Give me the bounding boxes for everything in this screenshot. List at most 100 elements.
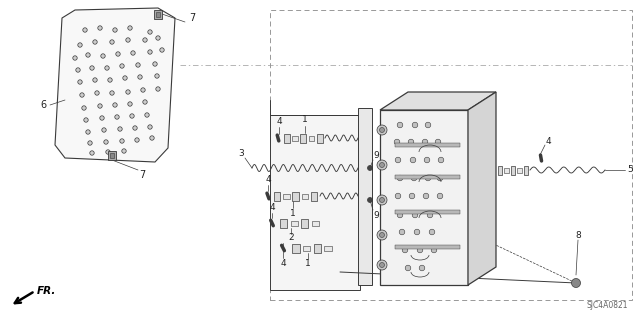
Circle shape	[76, 68, 80, 72]
Circle shape	[367, 197, 372, 203]
Bar	[524, 166, 528, 174]
Bar	[314, 243, 321, 253]
Circle shape	[78, 80, 82, 84]
Bar	[291, 220, 298, 226]
Circle shape	[115, 115, 119, 119]
Circle shape	[82, 106, 86, 110]
Text: 4: 4	[276, 117, 282, 127]
Circle shape	[438, 157, 444, 163]
Bar	[380, 110, 468, 285]
Circle shape	[84, 118, 88, 122]
Circle shape	[120, 64, 124, 68]
Circle shape	[133, 126, 137, 130]
Circle shape	[120, 139, 124, 143]
Circle shape	[130, 114, 134, 118]
Circle shape	[80, 93, 84, 97]
Bar	[284, 133, 290, 143]
Text: 7: 7	[139, 170, 145, 180]
Circle shape	[83, 28, 87, 32]
Circle shape	[431, 247, 437, 253]
Polygon shape	[55, 8, 175, 162]
Circle shape	[128, 102, 132, 106]
Circle shape	[396, 157, 401, 163]
Text: 7: 7	[189, 13, 195, 23]
Text: 4: 4	[269, 204, 275, 212]
Text: 3: 3	[238, 149, 244, 158]
Circle shape	[88, 141, 92, 145]
Circle shape	[425, 175, 431, 181]
Circle shape	[414, 229, 420, 235]
Circle shape	[143, 38, 147, 42]
Circle shape	[425, 122, 431, 128]
Circle shape	[156, 87, 160, 91]
Circle shape	[145, 113, 149, 117]
Circle shape	[98, 104, 102, 108]
Circle shape	[93, 40, 97, 44]
Circle shape	[397, 212, 403, 218]
Bar	[324, 246, 332, 250]
Circle shape	[423, 193, 429, 199]
Text: 9: 9	[373, 152, 379, 160]
Circle shape	[136, 63, 140, 67]
Circle shape	[98, 26, 102, 30]
Text: 6: 6	[40, 100, 46, 110]
Text: 8: 8	[575, 231, 581, 240]
Circle shape	[380, 128, 385, 132]
Circle shape	[377, 260, 387, 270]
Polygon shape	[270, 115, 360, 290]
Circle shape	[380, 263, 385, 268]
Text: 1: 1	[290, 209, 296, 218]
Circle shape	[113, 28, 117, 32]
Bar	[395, 245, 460, 249]
Circle shape	[148, 125, 152, 129]
Circle shape	[155, 74, 159, 78]
Circle shape	[412, 175, 417, 181]
Circle shape	[367, 166, 372, 170]
Circle shape	[156, 36, 160, 40]
Circle shape	[408, 139, 414, 145]
Text: 1: 1	[487, 145, 493, 154]
Circle shape	[380, 233, 385, 238]
Circle shape	[428, 212, 433, 218]
Bar	[504, 167, 509, 173]
Bar	[274, 191, 280, 201]
Bar	[292, 136, 298, 140]
Circle shape	[150, 136, 154, 140]
Bar	[283, 194, 290, 198]
Circle shape	[419, 265, 425, 271]
Bar	[154, 10, 162, 19]
Circle shape	[143, 100, 147, 104]
Circle shape	[402, 247, 408, 253]
Text: 5: 5	[627, 166, 633, 174]
Bar	[156, 12, 160, 17]
Text: 4: 4	[545, 137, 551, 145]
Bar	[312, 220, 319, 226]
Text: 9: 9	[373, 211, 379, 219]
Circle shape	[90, 151, 94, 155]
Circle shape	[73, 56, 77, 60]
Circle shape	[116, 52, 120, 56]
Bar	[110, 153, 114, 158]
Bar	[301, 219, 308, 227]
Circle shape	[131, 51, 135, 55]
Circle shape	[377, 125, 387, 135]
Circle shape	[412, 122, 418, 128]
Circle shape	[377, 195, 387, 205]
Circle shape	[93, 78, 97, 82]
Bar	[270, 10, 632, 300]
Circle shape	[110, 91, 114, 95]
Circle shape	[410, 157, 416, 163]
Text: 4: 4	[280, 258, 286, 268]
Circle shape	[126, 38, 130, 42]
Bar	[108, 151, 116, 160]
Circle shape	[397, 122, 403, 128]
Bar	[311, 191, 317, 201]
Bar	[317, 133, 323, 143]
Bar	[308, 136, 314, 140]
Bar	[300, 133, 306, 143]
Circle shape	[394, 139, 400, 145]
Circle shape	[399, 229, 405, 235]
Circle shape	[377, 160, 387, 170]
Bar	[395, 210, 460, 214]
Text: 2: 2	[288, 234, 294, 242]
